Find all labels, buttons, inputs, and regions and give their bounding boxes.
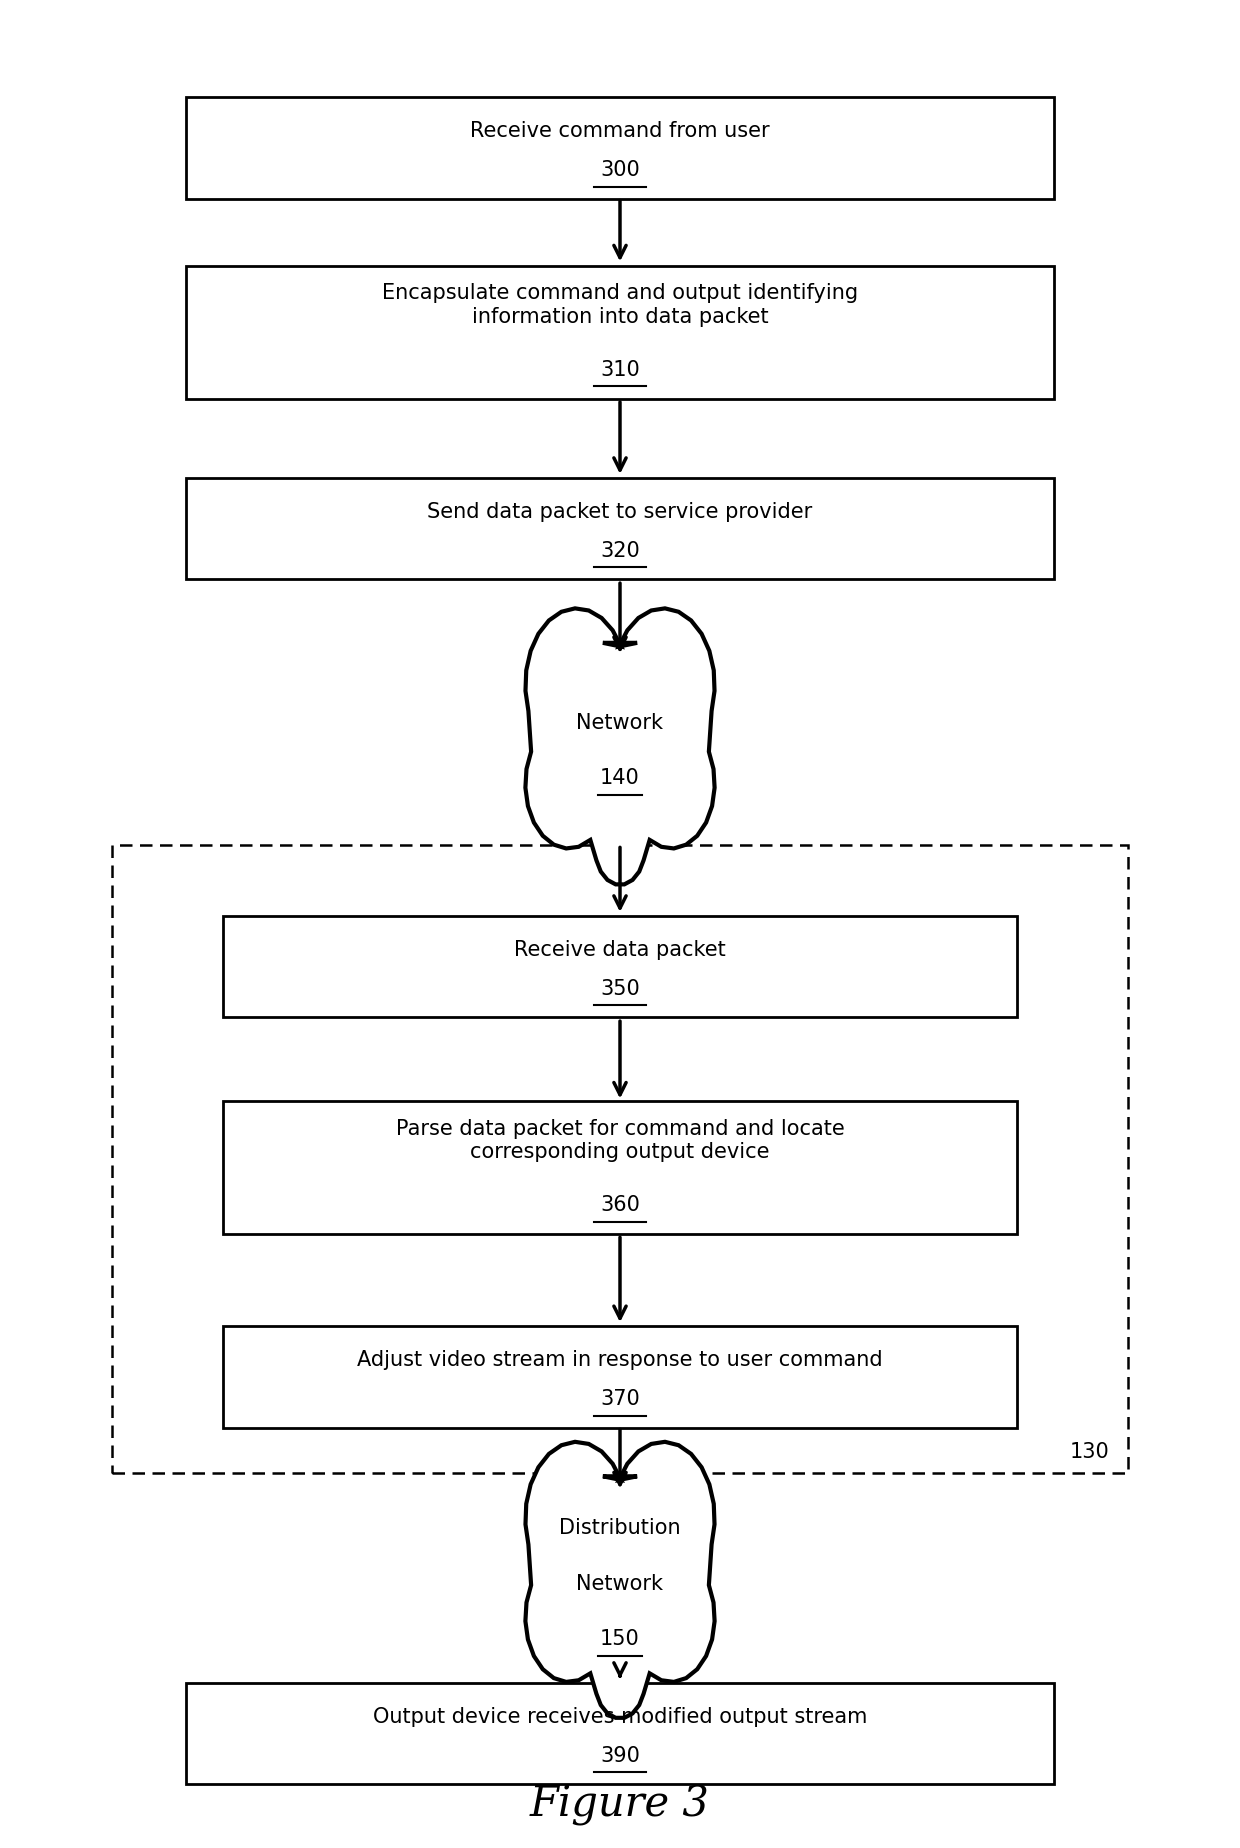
Text: Receive command from user: Receive command from user bbox=[470, 122, 770, 140]
PathPatch shape bbox=[526, 1441, 714, 1719]
Text: Figure 3: Figure 3 bbox=[529, 1783, 711, 1826]
Text: Network: Network bbox=[577, 713, 663, 732]
Text: Encapsulate command and output identifying
information into data packet: Encapsulate command and output identifyi… bbox=[382, 283, 858, 327]
FancyBboxPatch shape bbox=[186, 477, 1054, 580]
PathPatch shape bbox=[526, 608, 714, 885]
Text: Distribution: Distribution bbox=[559, 1519, 681, 1538]
FancyBboxPatch shape bbox=[186, 96, 1054, 198]
Text: 320: 320 bbox=[600, 541, 640, 560]
Text: Network: Network bbox=[577, 1574, 663, 1593]
Text: Send data packet to service provider: Send data packet to service provider bbox=[428, 503, 812, 521]
Text: 350: 350 bbox=[600, 979, 640, 998]
Text: 150: 150 bbox=[600, 1630, 640, 1648]
Text: 310: 310 bbox=[600, 360, 640, 379]
Text: 390: 390 bbox=[600, 1746, 640, 1765]
FancyBboxPatch shape bbox=[223, 1327, 1017, 1427]
Text: Receive data packet: Receive data packet bbox=[515, 941, 725, 959]
Text: 360: 360 bbox=[600, 1196, 640, 1214]
Text: 140: 140 bbox=[600, 769, 640, 787]
Text: 130: 130 bbox=[1070, 1441, 1110, 1462]
Text: Adjust video stream in response to user command: Adjust video stream in response to user … bbox=[357, 1351, 883, 1369]
Text: 370: 370 bbox=[600, 1390, 640, 1408]
FancyBboxPatch shape bbox=[186, 266, 1054, 399]
FancyBboxPatch shape bbox=[186, 1682, 1054, 1785]
FancyBboxPatch shape bbox=[223, 1101, 1017, 1234]
FancyBboxPatch shape bbox=[223, 917, 1017, 1016]
Text: Parse data packet for command and locate
corresponding output device: Parse data packet for command and locate… bbox=[396, 1118, 844, 1162]
Text: 300: 300 bbox=[600, 161, 640, 179]
Text: Output device receives modified output stream: Output device receives modified output s… bbox=[373, 1708, 867, 1726]
